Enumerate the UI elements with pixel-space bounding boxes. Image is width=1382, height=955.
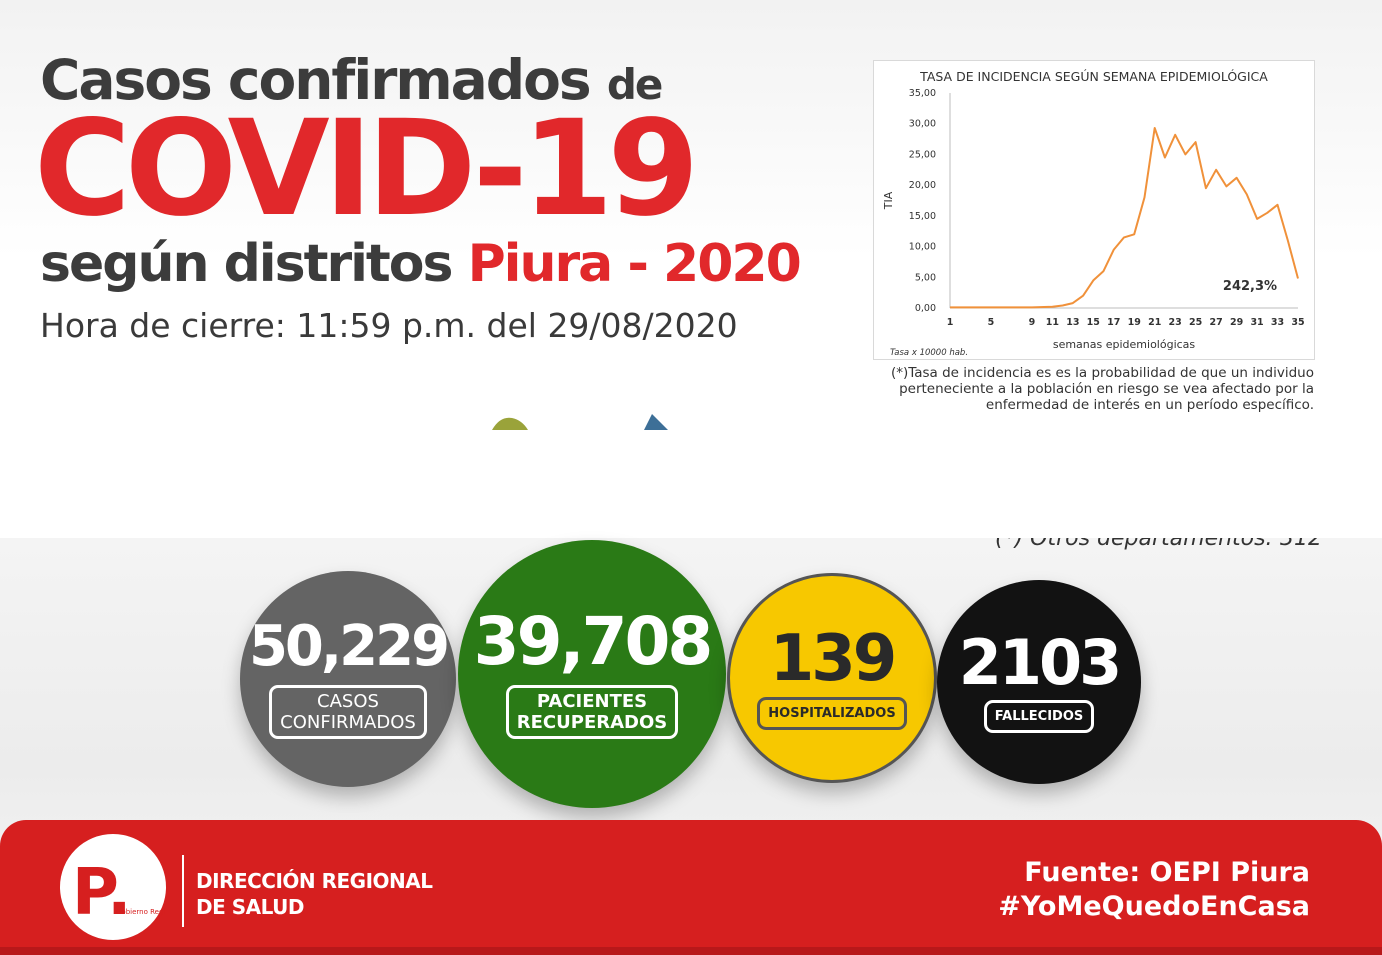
chart-y-tick-label: 30,00 (909, 119, 936, 130)
chart-y-tick-label: 20,00 (909, 180, 936, 191)
chart-x-label: semanas epidemiológicas (1053, 338, 1196, 351)
chart-unit-note: Tasa x 10000 hab. (890, 348, 968, 358)
recovered-patients-value: 39,708 (473, 603, 714, 680)
hospitalized-circle: 139 HOSPITALIZADOS (727, 573, 937, 783)
chart-y-tick-label: 10,00 (909, 242, 936, 253)
logo-mark-icon: P. Gobierno Regional Piura (63, 837, 200, 937)
chart-x-tick-label: 29 (1230, 317, 1243, 328)
footer-band (0, 820, 1382, 955)
chart-x-tick-label: 35 (1291, 317, 1304, 328)
confirmed-cases-label: CASOS CONFIRMADOS (269, 685, 427, 739)
closing-time: Hora de cierre: 11:59 p.m. del 29/08/202… (40, 306, 738, 345)
incidence-chart-svg: TASA DE INCIDENCIA SEGÚN SEMANA EPIDEMIO… (882, 69, 1305, 358)
chart-x-tick-label: 17 (1107, 317, 1120, 328)
recovered-patients-label: PACIENTES RECUPERADOS (505, 685, 679, 739)
title-line-3: según distritos Piura - 2020 (40, 234, 802, 294)
title-de: de (606, 60, 664, 109)
chart-y-tick-label: 25,00 (909, 149, 936, 160)
recovered-patients-circle: 39,708 PACIENTES RECUPERADOS (458, 540, 726, 808)
title-confirmed-cases: Casos confirmados (40, 48, 592, 112)
chart-y-tick-label: 15,00 (909, 211, 936, 222)
title-by-districts: según distritos (40, 234, 453, 294)
hospitalized-value: 139 (769, 621, 898, 696)
hashtag-text: #YoMeQuedoEnCasa (998, 891, 1310, 922)
logo-text: Gobierno Regional Piura (116, 908, 166, 916)
chart-x-tick-label: 27 (1210, 317, 1223, 328)
title-line-1: Casos confirmados de (40, 48, 664, 112)
chart-x-tick-label: 23 (1169, 317, 1182, 328)
deceased-circle: 2103 FALLECIDOS (937, 580, 1141, 784)
blank-gap (0, 430, 1382, 538)
chart-x-tick-label: 1 (947, 317, 954, 328)
chart-title: TASA DE INCIDENCIA SEGÚN SEMANA EPIDEMIO… (919, 69, 1268, 84)
incidence-chart: TASA DE INCIDENCIA SEGÚN SEMANA EPIDEMIO… (873, 60, 1315, 360)
chart-y-tick-label: 5,00 (915, 272, 936, 283)
chart-x-tick-label: 25 (1189, 317, 1202, 328)
footer-source-block: Fuente: OEPI Piura #YoMeQuedoEnCasa (998, 856, 1310, 924)
hospitalized-label: HOSPITALIZADOS (757, 696, 907, 730)
confirmed-cases-circle: 50,229 CASOS CONFIRMADOS (240, 571, 456, 787)
chart-x-tick-label: 19 (1128, 317, 1141, 328)
chart-x-tick-label: 33 (1271, 317, 1284, 328)
confirmed-cases-value: 50,229 (248, 614, 450, 679)
chart-x-tick-label: 9 (1029, 317, 1036, 328)
footer-divider (182, 855, 184, 927)
deceased-value: 2103 (958, 625, 1123, 699)
chart-x-tick-label: 15 (1087, 317, 1100, 328)
chart-x-tick-label: 13 (1066, 317, 1079, 328)
chart-y-label: TIA (882, 191, 895, 210)
chart-y-tick-label: 0,00 (915, 303, 936, 314)
title-covid: COVID-19 (34, 92, 699, 246)
source-text: Fuente: OEPI Piura (1024, 857, 1310, 888)
chart-x-tick-label: 21 (1148, 317, 1161, 328)
deceased-label: FALLECIDOS (983, 699, 1095, 733)
chart-footnote: (*)Tasa de incidencia es es la probabili… (890, 365, 1314, 413)
gobierno-regional-logo: P. Gobierno Regional Piura (60, 834, 200, 940)
chart-annotation: 242,3% (1223, 279, 1277, 294)
direccion-regional: DIRECCIÓN REGIONAL DE SALUD (196, 869, 433, 919)
other-departments-note: (*) Otros departamentos: 312 (994, 538, 1322, 551)
header-panel: Casos confirmados de COVID-19 según dist… (0, 0, 1382, 430)
chart-y-tick-label: 35,00 (909, 88, 936, 99)
chart-series-line (950, 127, 1299, 309)
map-fragment-right (644, 414, 668, 430)
logo-letter: P. (72, 856, 131, 930)
chart-x-tick-label: 5 (988, 317, 995, 328)
map-fragment-left (492, 417, 528, 430)
title-piura-year: Piura - 2020 (467, 234, 802, 294)
chart-x-tick-label: 31 (1250, 317, 1263, 328)
chart-x-tick-label: 11 (1046, 317, 1059, 328)
